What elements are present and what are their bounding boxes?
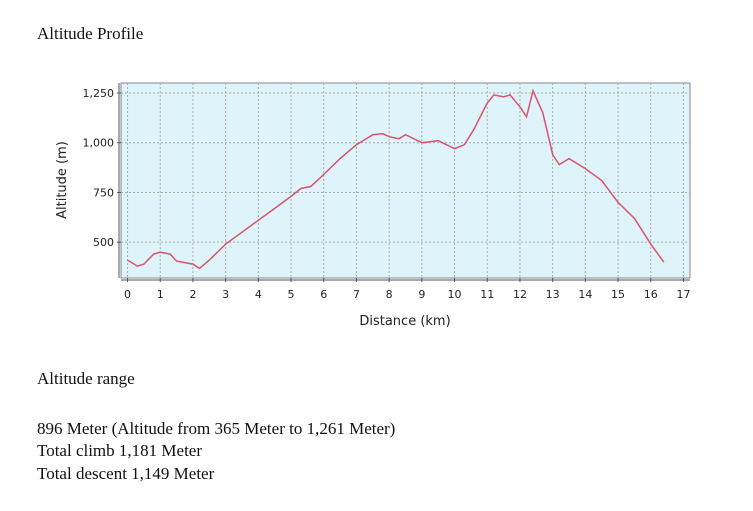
y-tick-label: 1,000 xyxy=(83,137,115,150)
page-title: Altitude Profile xyxy=(37,24,143,43)
y-tick-label: 750 xyxy=(93,186,114,199)
x-tick-label: 10 xyxy=(448,288,462,301)
x-tick-label: 7 xyxy=(353,288,360,301)
x-tick-label: 8 xyxy=(386,288,393,301)
y-tick-label: 500 xyxy=(93,236,114,249)
x-tick-label: 2 xyxy=(189,288,196,301)
x-tick-label: 12 xyxy=(513,288,527,301)
summary-line: Total climb 1,181 Meter xyxy=(37,441,202,460)
x-tick-label: 4 xyxy=(255,288,262,301)
x-tick-label: 6 xyxy=(320,288,327,301)
x-tick-label: 15 xyxy=(611,288,625,301)
x-tick-label: 16 xyxy=(644,288,658,301)
plot-area xyxy=(120,82,691,279)
summary-line: 896 Meter (Altitude from 365 Meter to 1,… xyxy=(37,419,395,438)
x-axis-label: Distance (km) xyxy=(359,314,450,329)
x-tick-label: 11 xyxy=(480,288,494,301)
summary-heading: Altitude range xyxy=(37,369,135,388)
altitude-line xyxy=(127,88,665,270)
x-tick-label: 3 xyxy=(222,288,229,301)
x-tick-label: 0 xyxy=(124,288,131,301)
x-tick-label: 5 xyxy=(288,288,295,301)
x-tick-label: 13 xyxy=(546,288,560,301)
x-tick-label: 14 xyxy=(578,288,592,301)
summary-line: Total descent 1,149 Meter xyxy=(37,464,215,483)
y-axis-label: Altitude (m) xyxy=(55,141,70,219)
y-tick-label: 1,250 xyxy=(83,87,115,100)
x-tick-label: 17 xyxy=(676,288,690,301)
x-tick-label: 9 xyxy=(418,288,425,301)
x-tick-label: 1 xyxy=(157,288,164,301)
